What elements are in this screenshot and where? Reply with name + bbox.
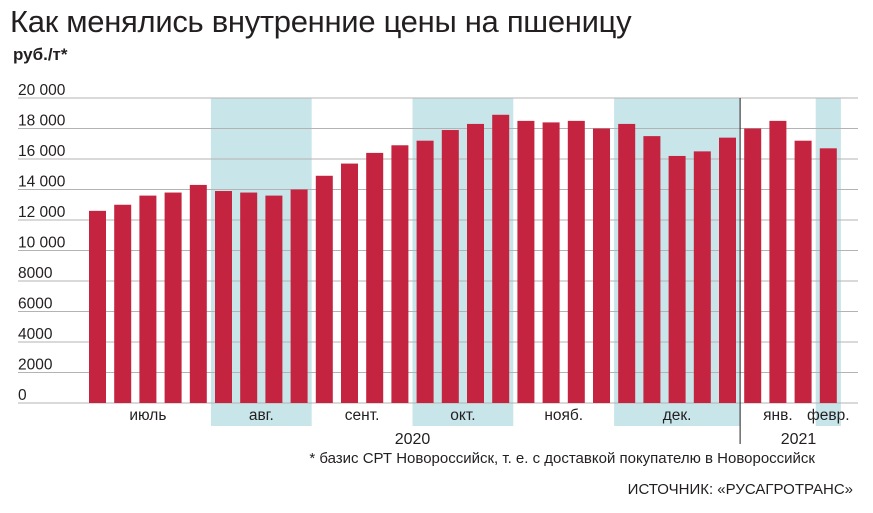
month-label: нояб. <box>544 407 583 424</box>
bar <box>794 140 812 403</box>
year-label: 2020 <box>395 431 431 448</box>
bar <box>769 120 787 403</box>
month-label: сент. <box>345 407 380 424</box>
bar <box>240 192 258 403</box>
bar <box>290 189 308 403</box>
bar <box>593 128 610 403</box>
bar <box>618 123 636 404</box>
x-axis-month-labels: июль авг. сент. окт. нояб. дек. янв. февр. <box>129 407 849 424</box>
month-label: февр. <box>807 407 850 424</box>
bar <box>719 137 736 403</box>
bar <box>265 195 283 403</box>
y-tick-label: 20 000 <box>18 82 66 99</box>
bar <box>416 140 434 403</box>
bar <box>693 151 711 403</box>
y-tick-label: 8000 <box>18 265 53 282</box>
y-tick-label: 4000 <box>18 326 53 343</box>
bar <box>366 152 384 403</box>
bar <box>341 163 358 403</box>
month-label: июль <box>129 407 166 424</box>
bar <box>467 123 484 404</box>
bar <box>89 210 106 403</box>
chart-title: Как менялись внутренние цены на пшеницу <box>10 4 632 39</box>
bars <box>89 114 837 404</box>
y-tick-label: 14 000 <box>18 174 66 191</box>
y-tick-label: 16 000 <box>18 143 66 160</box>
month-label: авг. <box>249 407 274 424</box>
bar <box>517 120 535 403</box>
year-label: 2021 <box>781 431 817 448</box>
bar <box>567 120 585 403</box>
bar <box>189 184 207 403</box>
y-axis-tick-labels: 0 2000 4000 6000 8000 10 000 12 000 14 000 16 00… <box>18 82 66 404</box>
bar <box>668 155 686 403</box>
y-tick-label: 2000 <box>18 357 53 374</box>
bar <box>744 128 762 403</box>
bar <box>391 145 409 403</box>
footnote: * базис СРТ Новороссийск, т. е. с достав… <box>309 450 815 467</box>
bar <box>819 148 837 403</box>
y-tick-label: 0 <box>18 387 27 404</box>
month-label: янв. <box>763 407 793 424</box>
bar <box>643 136 661 403</box>
bar <box>315 175 333 403</box>
x-axis-year-labels: 2020 2021 <box>395 431 817 448</box>
y-tick-label: 6000 <box>18 296 53 313</box>
bar <box>215 191 232 403</box>
y-tick-label: 10 000 <box>18 235 66 252</box>
y-axis-unit-label: руб./т* <box>13 45 68 64</box>
y-tick-label: 12 000 <box>18 204 66 221</box>
gridlines <box>18 97 858 444</box>
bar <box>542 122 560 404</box>
bar <box>114 204 132 403</box>
bar <box>139 195 157 403</box>
y-tick-label: 18 000 <box>18 113 66 130</box>
month-label: дек. <box>663 407 692 424</box>
bar <box>164 192 182 403</box>
month-label: окт. <box>450 407 475 424</box>
bar <box>492 114 510 404</box>
source-credit: ИСТОЧНИК: «РУСАГРОТРАНС» <box>627 481 853 498</box>
bar <box>441 130 459 403</box>
